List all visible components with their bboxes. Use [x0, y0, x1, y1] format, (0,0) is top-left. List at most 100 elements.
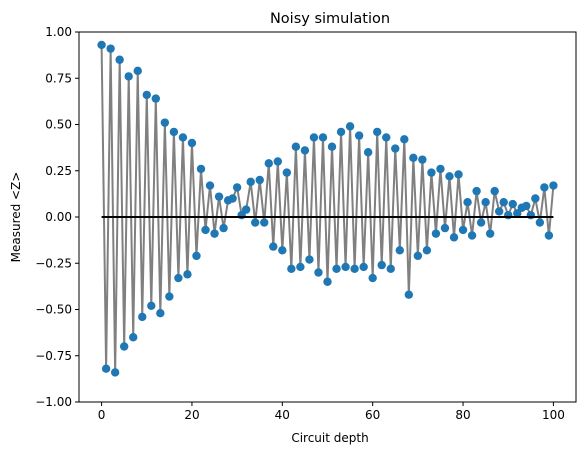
data-point [138, 312, 147, 322]
data-point [526, 210, 536, 220]
data-point [449, 233, 459, 242]
data-point [544, 231, 554, 240]
data-point [246, 177, 255, 187]
data-point [241, 205, 251, 214]
data-point [124, 72, 133, 81]
data-point [413, 251, 423, 261]
data-point [327, 142, 337, 151]
y-axis-label: Measured <Z> [9, 172, 23, 263]
x-tick-label: 100 [542, 408, 565, 422]
data-point [106, 44, 115, 53]
data-point [531, 194, 540, 203]
data-point [269, 242, 278, 251]
series-connector-line [100, 44, 555, 374]
data-point [178, 133, 188, 142]
data-point [386, 264, 395, 273]
data-point [427, 168, 436, 177]
data-point [354, 131, 364, 140]
x-axis-label: Circuit depth [291, 431, 368, 445]
data-point [440, 223, 450, 233]
data-point [377, 260, 386, 270]
data-point [133, 66, 142, 76]
data-point [291, 142, 301, 151]
data-point [499, 198, 508, 207]
data-point [160, 118, 170, 127]
data-point [318, 133, 328, 142]
data-point [201, 225, 210, 235]
data-point [391, 144, 400, 153]
x-tick-label: 40 [275, 408, 290, 422]
data-point [504, 210, 513, 220]
data-point [485, 229, 495, 238]
data-point [513, 209, 522, 218]
y-tick-label: 0.75 [45, 71, 72, 85]
data-point [264, 159, 273, 168]
y-tick-label: 0.25 [45, 164, 72, 178]
data-point [119, 342, 129, 351]
data-point [296, 262, 305, 272]
plot-area: 0 20 40 60 80 100 −1.00 −0.75 −0.50 −0.25 0.00 0.25… [35, 25, 577, 422]
data-point [540, 183, 549, 192]
data-point [219, 223, 228, 233]
data-point [409, 153, 418, 162]
data-point [174, 273, 183, 283]
data-point [129, 333, 138, 342]
data-point [336, 127, 346, 137]
data-point [187, 138, 197, 148]
data-point [368, 273, 377, 283]
data-point [156, 309, 165, 318]
y-tick-label: −1.00 [35, 395, 72, 409]
data-point [400, 135, 409, 144]
data-point [395, 246, 404, 255]
data-point [350, 264, 359, 273]
data-point [522, 201, 531, 211]
data-point [535, 218, 545, 227]
y-tick-label: 0.50 [45, 118, 72, 132]
y-tick-label: −0.75 [35, 349, 72, 363]
data-point [214, 192, 224, 201]
data-point [251, 218, 260, 227]
data-point [373, 127, 382, 137]
data-point [454, 170, 463, 179]
data-point [165, 292, 174, 301]
data-point [183, 270, 192, 279]
data-point [101, 364, 111, 373]
data-point [508, 199, 517, 209]
x-tick-label: 20 [184, 408, 199, 422]
data-point [142, 90, 151, 100]
data-point [278, 246, 287, 255]
data-point [345, 122, 355, 131]
data-point [418, 155, 427, 164]
data-point [232, 183, 242, 192]
data-point [228, 194, 237, 203]
data-point [490, 186, 499, 196]
x-tick-label: 0 [98, 408, 106, 422]
data-point [305, 255, 314, 264]
data-point [476, 218, 486, 227]
data-point [314, 268, 323, 277]
y-tick-label: −0.25 [35, 256, 72, 270]
data-point [359, 262, 368, 272]
y-tick-label: −0.50 [35, 303, 72, 317]
data-point [436, 164, 445, 174]
x-tick-label: 60 [365, 408, 380, 422]
data-point [332, 264, 341, 273]
data-point [458, 225, 468, 235]
data-point [467, 231, 477, 240]
data-point [382, 133, 391, 142]
data-point [404, 290, 414, 299]
data-point [300, 146, 310, 155]
data-point [341, 262, 350, 272]
data-point [422, 246, 432, 255]
data-point [273, 157, 282, 166]
data-point [196, 164, 206, 174]
data-point [151, 94, 161, 103]
data-point [363, 148, 373, 157]
y-tick-label: 1.00 [45, 25, 72, 39]
data-point [255, 175, 264, 185]
data-point [287, 264, 296, 273]
data-point [323, 277, 332, 286]
data-point [97, 40, 106, 50]
